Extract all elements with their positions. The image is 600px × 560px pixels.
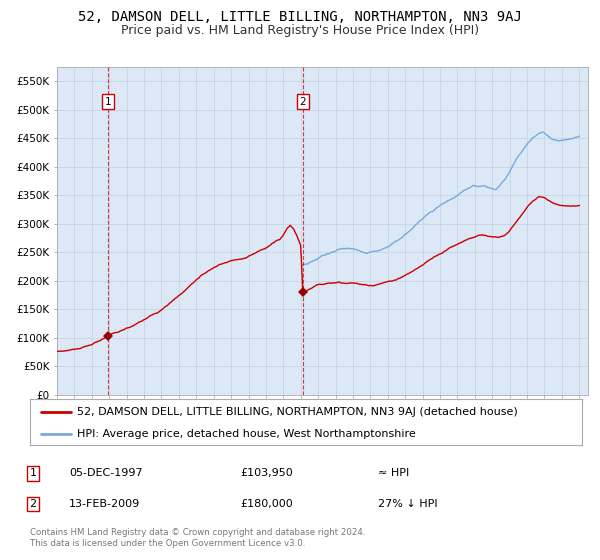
- Text: 2: 2: [29, 499, 37, 509]
- Text: 05-DEC-1997: 05-DEC-1997: [69, 468, 143, 478]
- Text: 27% ↓ HPI: 27% ↓ HPI: [378, 499, 437, 509]
- Text: £103,950: £103,950: [240, 468, 293, 478]
- Text: HPI: Average price, detached house, West Northamptonshire: HPI: Average price, detached house, West…: [77, 429, 416, 438]
- Text: 2: 2: [299, 96, 306, 106]
- Text: 52, DAMSON DELL, LITTLE BILLING, NORTHAMPTON, NN3 9AJ: 52, DAMSON DELL, LITTLE BILLING, NORTHAM…: [78, 10, 522, 24]
- Text: Contains HM Land Registry data © Crown copyright and database right 2024.: Contains HM Land Registry data © Crown c…: [30, 528, 365, 536]
- Text: This data is licensed under the Open Government Licence v3.0.: This data is licensed under the Open Gov…: [30, 539, 305, 548]
- Text: 1: 1: [104, 96, 111, 106]
- Bar: [108, 67, 303, 395]
- Text: 52, DAMSON DELL, LITTLE BILLING, NORTHAMPTON, NN3 9AJ (detached house): 52, DAMSON DELL, LITTLE BILLING, NORTHAM…: [77, 407, 518, 417]
- Text: ≈ HPI: ≈ HPI: [378, 468, 409, 478]
- Text: 13-FEB-2009: 13-FEB-2009: [69, 499, 140, 509]
- Text: £180,000: £180,000: [240, 499, 293, 509]
- Text: Price paid vs. HM Land Registry's House Price Index (HPI): Price paid vs. HM Land Registry's House …: [121, 24, 479, 36]
- Text: 1: 1: [29, 468, 37, 478]
